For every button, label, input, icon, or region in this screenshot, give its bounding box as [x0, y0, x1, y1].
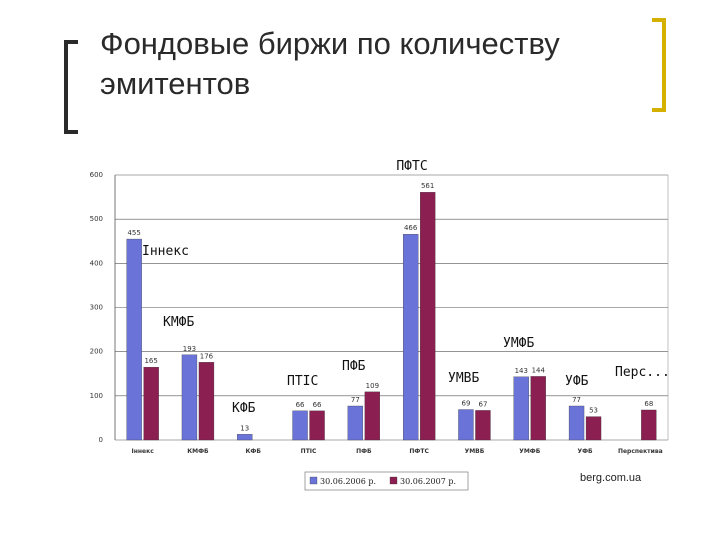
data-label: 77 — [351, 396, 360, 404]
bar — [402, 234, 419, 441]
credit-text: berg.com.ua — [580, 472, 642, 484]
bar — [309, 410, 325, 441]
y-axis-ticks: 0 100 200 300 400 500 600 — [90, 171, 103, 444]
chart-legend: 30.06.2006 р. 30.06.2007 р. — [304, 471, 469, 491]
annotation-label: ПФТС — [396, 159, 427, 174]
bar — [641, 409, 657, 441]
legend-entry: 30.06.2006 р. — [320, 477, 376, 486]
data-label: 13 — [240, 424, 249, 432]
bar — [530, 376, 546, 441]
y-tick-label: 200 — [90, 348, 103, 356]
data-label: 66 — [296, 401, 305, 409]
data-label: 67 — [478, 400, 487, 408]
data-label: 77 — [572, 396, 581, 404]
annotation-label: Іннекс — [142, 244, 189, 259]
data-label: 455 — [127, 229, 140, 237]
annotation-label: УМФБ — [503, 336, 534, 351]
bar — [143, 366, 159, 441]
bar — [347, 405, 364, 441]
bar — [292, 410, 308, 441]
data-label: 53 — [589, 407, 598, 415]
x-category-label: УМФБ — [519, 448, 541, 455]
data-label: 69 — [461, 400, 470, 408]
annotation-label: КМФБ — [163, 315, 194, 330]
x-category-label: УМВБ — [465, 448, 485, 455]
legend-swatch — [389, 476, 398, 485]
x-category-label: КФБ — [246, 448, 262, 455]
x-category-label: ПТІС — [301, 448, 317, 455]
right-bracket-decoration — [652, 18, 666, 112]
annotation-label: Перс... — [615, 365, 670, 380]
chart-grid — [114, 174, 669, 441]
legend-entry: 30.06.2007 р. — [400, 477, 456, 486]
annotation-label: ПТІС — [287, 374, 318, 389]
y-tick-label: 600 — [90, 171, 103, 179]
chart-bars: 455 165 193 176 13 66 66 77 109 466 561 69 67 143 144 7… — [126, 182, 657, 441]
bar — [513, 376, 529, 441]
annotation-label: УМВБ — [448, 371, 479, 386]
y-tick-label: 500 — [90, 215, 103, 223]
bar — [475, 410, 491, 441]
bar — [568, 405, 585, 441]
y-tick-label: 400 — [90, 259, 103, 267]
data-label: 68 — [644, 400, 653, 408]
legend-swatch — [309, 476, 318, 485]
x-category-label: Перспектива — [618, 448, 663, 455]
bar — [237, 434, 253, 441]
data-label: 109 — [366, 382, 379, 390]
x-axis-categories: Іннекс КМФБ КФБ ПТІС ПФБ ПФТС УМВБ УМФБ УФБ Персп… — [132, 448, 663, 455]
data-label: 165 — [144, 357, 157, 365]
data-label: 144 — [532, 366, 546, 374]
left-bracket-decoration — [64, 40, 78, 134]
bar — [458, 409, 474, 441]
bar — [181, 354, 198, 441]
legend-box — [304, 471, 469, 491]
x-category-label: ПФБ — [356, 448, 372, 455]
data-label: 561 — [421, 182, 434, 190]
data-label: 176 — [200, 352, 214, 360]
slide-title: Фондовые биржи по количеству эмитентов — [100, 26, 560, 101]
data-label: 66 — [313, 401, 322, 409]
x-category-label: УФБ — [577, 448, 593, 455]
annotation-label: УФБ — [565, 374, 589, 389]
data-label: 143 — [515, 367, 528, 375]
chart-annotations: ПФТС Іннекс КМФБ ПФБ ПТІС КФБ УМВБ УМФБ УФБ Перс.… — [142, 159, 670, 416]
bar — [585, 416, 602, 441]
annotation-label: КФБ — [232, 401, 256, 416]
bar — [198, 362, 215, 441]
bar — [364, 391, 381, 441]
data-label: 193 — [183, 345, 196, 353]
x-category-label: ПФТС — [409, 448, 429, 455]
y-tick-label: 100 — [90, 392, 103, 400]
bar — [419, 192, 436, 441]
y-tick-label: 0 — [99, 436, 103, 444]
x-category-label: КМФБ — [187, 448, 209, 455]
annotation-label: ПФБ — [342, 359, 366, 374]
y-tick-label: 300 — [90, 304, 103, 312]
bar — [126, 238, 142, 441]
data-label: 466 — [404, 224, 418, 232]
x-category-label: Іннекс — [132, 448, 155, 455]
